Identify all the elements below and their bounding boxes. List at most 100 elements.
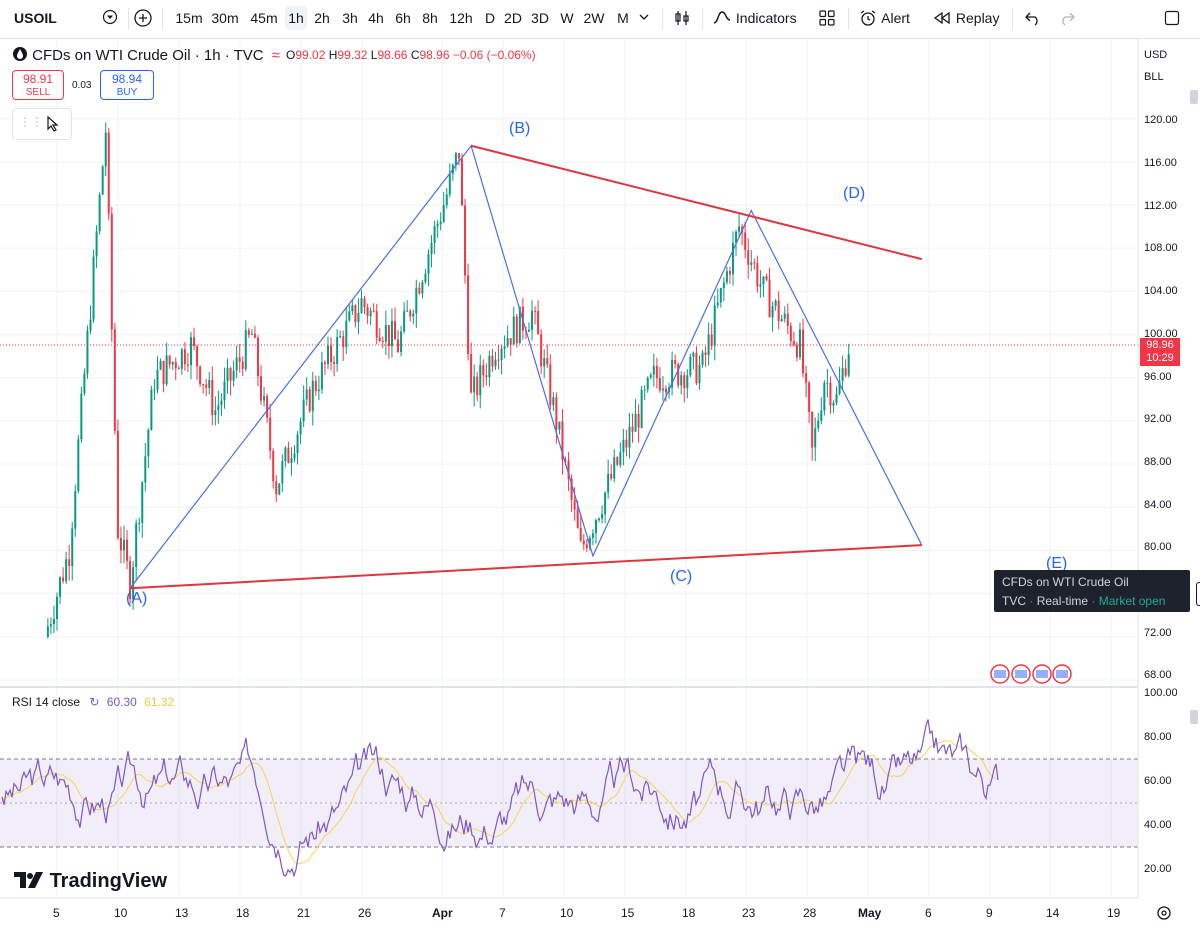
interval-button-4h[interactable]: 4h	[368, 10, 384, 26]
buy-button[interactable]: 98.94 BUY	[100, 70, 154, 100]
gear-icon[interactable]	[1157, 906, 1171, 920]
wave-label-b[interactable]: (B)	[509, 120, 531, 137]
cursor-icon[interactable]	[45, 115, 61, 133]
interval-button-12h[interactable]: 12h	[449, 10, 473, 26]
candle-body	[150, 389, 153, 431]
lower-trendline[interactable]	[130, 544, 922, 590]
candle-body	[250, 333, 253, 335]
interval-button-d[interactable]: D	[484, 10, 496, 26]
info-title: CFDs on WTI Crude Oil	[1002, 575, 1129, 589]
candle-body	[278, 483, 281, 495]
symbol-menu-icon[interactable]	[102, 9, 118, 28]
wave-label-d[interactable]: (D)	[843, 185, 866, 202]
rsi-legend[interactable]: RSI 14 close ↻ 60.30 61.32	[12, 695, 174, 709]
price-tick: 88.00	[1144, 456, 1172, 468]
candle-body	[147, 430, 150, 457]
candle-body	[226, 368, 229, 382]
candle-body	[829, 382, 832, 406]
wave-label-e[interactable]: (E)	[1046, 555, 1068, 572]
interval-button-2h[interactable]: 2h	[314, 10, 330, 26]
spread-value: 0.03	[72, 80, 92, 91]
wave-pattern[interactable]	[129, 144, 923, 589]
interval-button-m[interactable]: M	[617, 10, 629, 26]
candle-body	[247, 330, 250, 335]
compare-symbol-button[interactable]	[132, 6, 154, 30]
alert-button[interactable]: Alert	[858, 6, 920, 30]
symbol-search[interactable]: USOIL	[6, 6, 124, 30]
redo-button[interactable]	[1056, 6, 1078, 30]
time-tick: 23	[742, 906, 756, 920]
candle-body	[531, 310, 534, 330]
us-flag-icon	[1056, 670, 1068, 678]
candle-body	[646, 377, 649, 390]
undo-button[interactable]	[1022, 6, 1044, 30]
price-tick: 92.00	[1144, 413, 1172, 425]
interval-button-45m[interactable]: 45m	[250, 10, 278, 26]
candle-body	[750, 262, 753, 265]
unit-selector[interactable]: BLL	[1144, 71, 1164, 83]
candle-body	[65, 559, 68, 582]
candle-body	[832, 402, 835, 406]
interval-button-2w[interactable]: 2W	[583, 10, 605, 26]
interval-button-3h[interactable]: 3h	[342, 10, 358, 26]
symbol-legend[interactable]: CFDs on WTI Crude Oil · 1h · TVC ≈	[12, 46, 280, 64]
candle-body	[189, 337, 192, 366]
candle-body	[360, 298, 363, 313]
candle-body	[77, 439, 80, 492]
time-tick: 19	[1107, 906, 1121, 920]
interval-dropdown-button[interactable]	[634, 6, 654, 30]
wave-label-a[interactable]: (A)	[126, 590, 148, 607]
info-realtime: Real-time	[1036, 594, 1089, 608]
candle-body	[546, 358, 549, 365]
price-tick: 80.00	[1144, 541, 1172, 553]
time-tick: 26	[358, 906, 372, 920]
candle-body	[588, 537, 591, 549]
candle-body	[104, 132, 107, 167]
candle-body	[424, 273, 427, 283]
time-tick: 9	[986, 906, 993, 920]
candle-body	[695, 352, 698, 384]
interval-button-3d[interactable]: 3D	[531, 10, 549, 26]
price-chart[interactable]	[0, 39, 1200, 932]
interval-button-8h[interactable]: 8h	[422, 10, 438, 26]
upper-trendline[interactable]	[470, 144, 923, 261]
replay-button[interactable]: Replay	[932, 6, 1004, 30]
price-scale-scrollbar[interactable]	[1190, 90, 1198, 104]
candle-body	[390, 321, 393, 347]
fullscreen-button[interactable]	[1160, 6, 1184, 30]
time-tick: 18	[236, 906, 250, 920]
wave-label-c[interactable]: (C)	[670, 568, 693, 585]
rsi-tick: 20.00	[1144, 863, 1172, 875]
interval-button-30m[interactable]: 30m	[211, 10, 239, 26]
rsi-scale-scrollbar[interactable]	[1190, 710, 1198, 724]
currency-selector[interactable]: USD	[1144, 49, 1168, 61]
candle-body	[208, 379, 211, 388]
indicators-button[interactable]: Indicators	[712, 6, 804, 30]
interval-button-2d[interactable]: 2D	[504, 10, 522, 26]
candle-body	[777, 300, 780, 322]
drag-handle-icon[interactable]: ⋮⋮	[19, 115, 43, 129]
candle-body	[713, 305, 716, 346]
candle-body	[692, 352, 695, 357]
price-tick: 112.00	[1144, 200, 1177, 212]
economic-events[interactable]	[990, 664, 1072, 684]
candle-body	[153, 389, 156, 391]
info-expand-handle[interactable]	[1196, 582, 1200, 606]
interval-button-w[interactable]: W	[560, 10, 574, 26]
tradingview-logo-icon	[14, 872, 43, 888]
chart-type-button[interactable]	[670, 6, 694, 30]
interval-button-6h[interactable]: 6h	[395, 10, 411, 26]
sell-button[interactable]: 98.91 SELL	[12, 70, 64, 100]
layout-templates-button[interactable]	[814, 6, 840, 30]
candle-body	[710, 334, 713, 346]
candle-body	[397, 339, 400, 353]
candle-body	[302, 399, 305, 422]
interval-button-15m[interactable]: 15m	[175, 10, 203, 26]
candle-body	[823, 382, 826, 411]
candle-body	[698, 364, 701, 384]
interval-button-1h[interactable]: 1h	[285, 6, 307, 30]
candle-body	[686, 375, 689, 389]
symbol-info-tooltip: CFDs on WTI Crude Oil TVC · Real-time · …	[994, 570, 1190, 612]
candle-body	[838, 381, 841, 395]
candle-body	[348, 311, 351, 321]
